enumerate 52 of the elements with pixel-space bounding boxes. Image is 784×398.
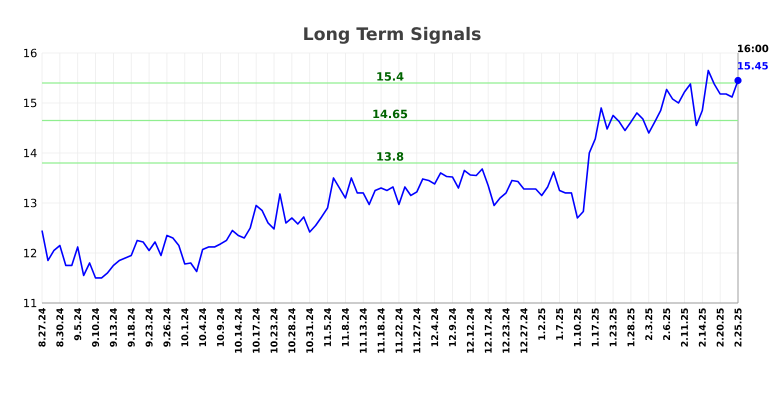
- x-tick-label: 11.22.24: [395, 308, 402, 353]
- ref-line-label: 14.65: [373, 110, 408, 118]
- x-tick-label: 10.1.24: [181, 308, 188, 346]
- x-tick-label: 11.5.24: [324, 308, 332, 346]
- x-tick-label: 2.3.25: [645, 308, 652, 340]
- y-tick-label: 14: [24, 148, 37, 158]
- x-tick-label: 9.18.24: [128, 308, 135, 347]
- x-tick-label: 12.17.24: [484, 308, 492, 353]
- x-tick-label: 2.11.25: [680, 308, 688, 347]
- x-tick-label: 10.4.24: [199, 308, 206, 346]
- x-tick-label: 10.17.24: [252, 308, 260, 353]
- x-tick-label: 10.28.24: [288, 308, 296, 353]
- x-tick-label: 1.17.25: [592, 308, 599, 346]
- x-tick-label: 12.9.24: [448, 308, 456, 346]
- x-tick-label: 2.6.25: [663, 308, 670, 340]
- x-tick-label: 9.5.24: [74, 308, 82, 340]
- x-tick-label: 11.13.24: [360, 308, 367, 353]
- x-tick-label: 9.10.24: [92, 308, 100, 347]
- x-tick-label: 11.18.24: [378, 308, 385, 353]
- x-tick-label: 11.27.24: [413, 308, 420, 353]
- x-tick-label: 10.14.24: [234, 308, 242, 353]
- annotation: 15.45: [738, 62, 768, 70]
- x-tick-label: 8.27.24: [38, 308, 46, 347]
- annotation: 16:00: [738, 44, 768, 52]
- chart-title: Long Term Signals: [304, 26, 481, 44]
- x-tick-label: 1.7.25: [556, 308, 564, 340]
- x-tick-label: 12.4.24: [431, 308, 438, 346]
- x-tick-label: 12.23.24: [502, 308, 510, 353]
- ref-line-label: 15.4: [377, 72, 404, 81]
- x-tick-label: 12.27.24: [520, 308, 528, 353]
- x-tick-label: 1.23.25: [610, 308, 617, 346]
- x-tick-label: 9.23.24: [146, 308, 153, 347]
- x-tick-label: 9.13.24: [110, 308, 117, 347]
- x-tick-label: 9.26.24: [163, 308, 170, 347]
- y-tick-label: 16: [24, 48, 37, 58]
- x-tick-label: 1.10.25: [574, 308, 581, 346]
- ref-line-label: 13.8: [377, 152, 404, 161]
- x-tick-label: 8.30.24: [56, 308, 64, 347]
- y-tick-label: 13: [24, 198, 36, 208]
- x-tick-label: 2.20.25: [716, 308, 724, 347]
- x-tick-label: 12.12.24: [466, 308, 474, 353]
- y-tick-label: 11: [24, 298, 36, 308]
- x-tick-label: 10.23.24: [270, 308, 278, 353]
- x-tick-label: 2.25.25: [734, 308, 742, 347]
- x-tick-label: 1.2.25: [538, 308, 546, 340]
- x-tick-label: 10.31.24: [306, 308, 314, 353]
- x-tick-label: 2.14.25: [698, 308, 706, 347]
- x-tick-label: 11.8.24: [342, 308, 349, 346]
- y-tick-label: 12: [24, 248, 36, 258]
- y-tick-label: 15: [24, 98, 36, 108]
- x-tick-label: 10.9.24: [216, 308, 224, 346]
- x-tick-label: 1.28.25: [627, 308, 634, 346]
